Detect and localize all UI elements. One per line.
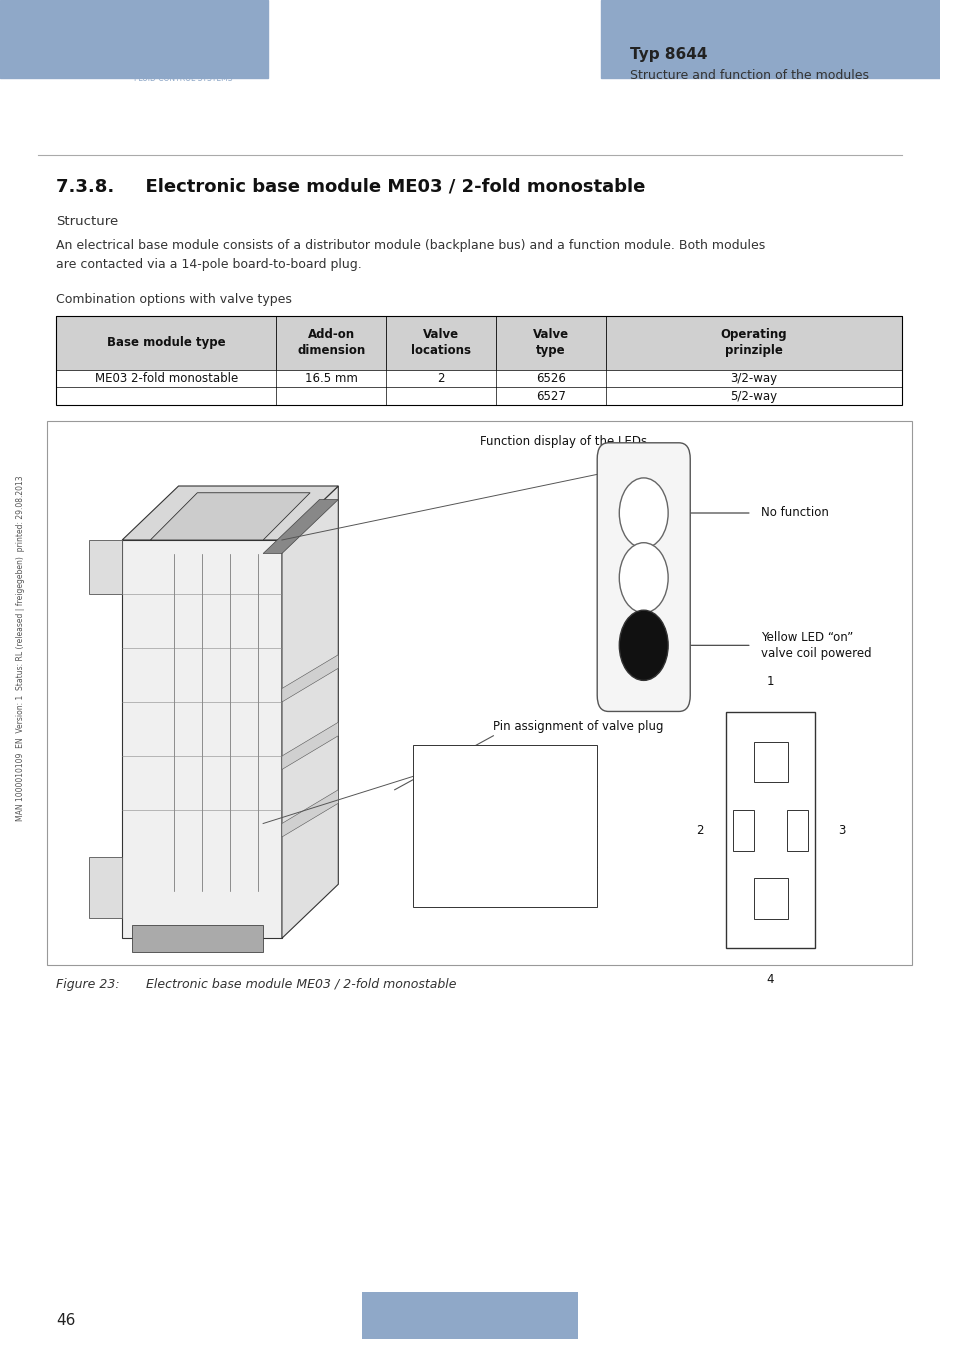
Text: Valve
locations: Valve locations — [411, 328, 471, 358]
Text: Electronic base module ME03 / 2-fold monostable: Electronic base module ME03 / 2-fold mon… — [146, 977, 456, 991]
Text: Structure: Structure — [56, 215, 118, 228]
Bar — [725, 713, 815, 948]
Text: Typ 8644: Typ 8644 — [629, 46, 706, 62]
Polygon shape — [282, 655, 338, 702]
Text: Valve +: Valve + — [460, 799, 506, 813]
Text: Base module type: Base module type — [107, 336, 226, 350]
Text: Structure and function of the modules: Structure and function of the modules — [629, 69, 868, 82]
Text: MAN 1000010109  EN  Version: 1  Status: RL (released | freigegeben)  printed: 29: MAN 1000010109 EN Version: 1 Status: RL … — [16, 475, 25, 821]
Text: 4: 4 — [427, 880, 435, 894]
Text: 6527: 6527 — [536, 390, 565, 402]
Polygon shape — [282, 790, 338, 837]
Text: No function: No function — [760, 506, 828, 520]
Bar — [56, 316, 276, 370]
Text: 3: 3 — [427, 840, 435, 853]
Text: Pin assignment of valve plug: Pin assignment of valve plug — [493, 720, 663, 733]
Text: 1: 1 — [427, 759, 435, 772]
Text: FLUID CONTROL SYSTEMS: FLUID CONTROL SYSTEMS — [133, 74, 233, 82]
Text: Figure 23:: Figure 23: — [56, 977, 120, 991]
Text: Yellow LED “on”
valve coil powered: Yellow LED “on” valve coil powered — [760, 630, 871, 660]
Polygon shape — [122, 486, 338, 540]
Circle shape — [618, 543, 667, 613]
Bar — [600, 0, 939, 78]
Text: Operating
prinziple: Operating prinziple — [720, 328, 786, 358]
Bar — [361, 1292, 578, 1339]
Bar — [496, 316, 605, 370]
Text: An electrical base module consists of a distributor module (backplane bus) and a: An electrical base module consists of a … — [56, 239, 765, 252]
Bar — [47, 421, 910, 965]
Text: 5/2-way: 5/2-way — [730, 390, 777, 402]
Circle shape — [618, 478, 667, 548]
Polygon shape — [282, 722, 338, 769]
Circle shape — [618, 610, 667, 680]
Text: 46: 46 — [56, 1312, 75, 1328]
Bar — [386, 316, 496, 370]
Bar — [56, 370, 902, 405]
Polygon shape — [122, 540, 282, 938]
Bar — [786, 810, 807, 850]
Polygon shape — [132, 925, 263, 952]
Bar — [753, 743, 786, 782]
Text: Combination options with valve types: Combination options with valve types — [56, 293, 292, 306]
Text: Valve -: Valve - — [460, 840, 500, 853]
Text: deutsch: deutsch — [438, 1310, 500, 1323]
Bar — [753, 878, 786, 919]
Bar — [276, 316, 386, 370]
Bar — [56, 316, 902, 405]
Text: 7.3.8.     Electronic base module ME03 / 2-fold monostable: 7.3.8. Electronic base module ME03 / 2-f… — [56, 177, 645, 196]
Bar — [413, 745, 597, 907]
Text: 16.5 mm: 16.5 mm — [305, 373, 357, 385]
Text: 3/2-way: 3/2-way — [730, 373, 777, 385]
Text: 3: 3 — [837, 824, 844, 837]
Text: 2: 2 — [427, 799, 435, 813]
Text: 2: 2 — [437, 373, 444, 385]
Text: 2: 2 — [695, 824, 702, 837]
Bar — [605, 316, 902, 370]
Polygon shape — [282, 486, 338, 938]
Bar — [0, 0, 268, 78]
Text: burkert: burkert — [125, 46, 241, 73]
Polygon shape — [151, 493, 310, 540]
Text: 4: 4 — [766, 972, 774, 986]
Bar — [413, 745, 597, 907]
Polygon shape — [90, 857, 122, 918]
Text: FE: FE — [460, 880, 474, 894]
FancyBboxPatch shape — [597, 443, 690, 711]
Bar — [733, 810, 754, 850]
Text: Not used: Not used — [460, 759, 513, 772]
Text: Add-on
dimension: Add-on dimension — [296, 328, 365, 358]
Text: Function display of the LEDs: Function display of the LEDs — [479, 435, 647, 448]
Text: are contacted via a 14-pole board-to-board plug.: are contacted via a 14-pole board-to-boa… — [56, 258, 362, 271]
Polygon shape — [90, 540, 122, 594]
Text: 6526: 6526 — [536, 373, 565, 385]
Text: ME03 2-fold monostable: ME03 2-fold monostable — [94, 373, 237, 385]
Text: Valve
type: Valve type — [533, 328, 569, 358]
Text: 1: 1 — [766, 675, 774, 687]
Polygon shape — [263, 500, 338, 554]
